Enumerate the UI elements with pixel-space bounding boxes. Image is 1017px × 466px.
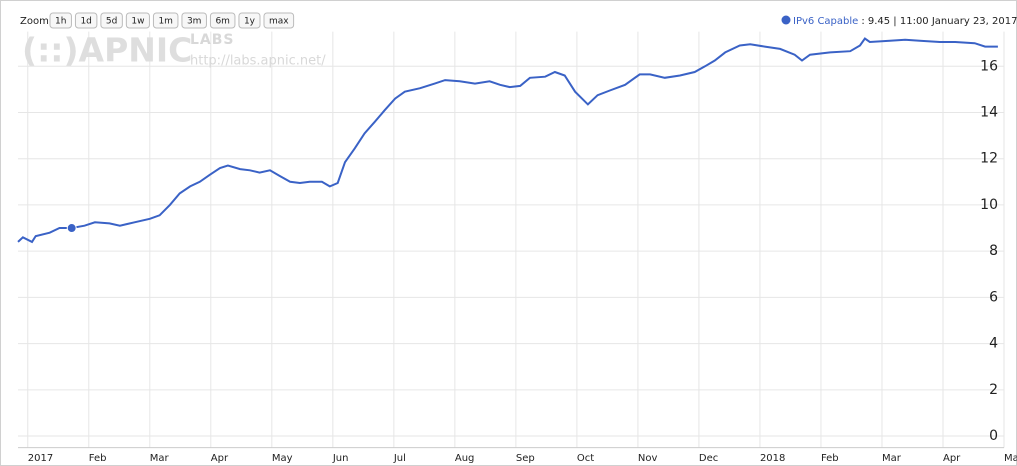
x-tick-label: Oct: [577, 453, 594, 464]
x-tick-label: 2017: [28, 453, 53, 464]
x-tick-label: Apr: [211, 453, 229, 464]
hover-point[interactable]: [66, 223, 77, 234]
legend: IPv6 Capable : 9.45 | 11:00 January 23, …: [781, 15, 1017, 27]
x-tick-label: Mar: [882, 453, 902, 464]
legend-marker: [781, 15, 791, 25]
zoom-button-label[interactable]: 5d: [106, 17, 117, 27]
y-tick-label: 6: [989, 289, 998, 305]
zoom-button-box[interactable]: [209, 12, 236, 29]
y-tick-label: 8: [989, 243, 998, 259]
y-tick-label: 10: [980, 197, 998, 213]
zoom-button-box[interactable]: [152, 12, 179, 29]
zoom-button-label[interactable]: 1w: [131, 17, 144, 27]
zoom-button-label[interactable]: 6m: [215, 17, 230, 27]
zoom-button[interactable]: 1m: [152, 12, 179, 29]
y-tick-label: 14: [980, 104, 998, 120]
x-tick-label: May: [272, 453, 293, 464]
x-tick-label: Ma: [1004, 453, 1017, 464]
zoom-button-box[interactable]: [181, 12, 207, 29]
x-tick-label: Nov: [638, 453, 658, 464]
watermark-labs: LABS: [190, 32, 235, 48]
y-tick-label: 2: [989, 382, 998, 398]
zoom-button[interactable]: max: [263, 12, 295, 29]
zoom-button-box[interactable]: [100, 12, 123, 29]
zoom-button-label[interactable]: 1y: [244, 17, 256, 27]
zoom-button-box[interactable]: [263, 12, 295, 29]
zoom-button[interactable]: 1h: [49, 12, 72, 29]
x-tick-label: Jun: [332, 453, 349, 464]
y-tick-label: 12: [980, 151, 998, 167]
zoom-button-box[interactable]: [238, 12, 261, 29]
zoom-label: Zoom:: [20, 16, 52, 27]
y-tick-label: 4: [989, 336, 998, 352]
zoom-button-label[interactable]: max: [269, 17, 289, 27]
toolbar: 1h 1d 5d 1w 1m 3m 6m 1y max: [49, 12, 295, 29]
data-line: [17, 37, 998, 244]
watermark-url: http://labs.apnic.net/: [190, 54, 326, 69]
x-tick-label: Aug: [455, 453, 475, 464]
x-tick-label: Sep: [516, 453, 535, 464]
x-tick-label: 2018: [760, 453, 785, 464]
tooltip-text: : 9.45 | 11:00 January 23, 2017: [861, 16, 1017, 27]
x-tick-label: Apr: [943, 453, 961, 464]
y-tick-label: 16: [980, 58, 998, 74]
grid: [18, 31, 1005, 448]
zoom-button-box[interactable]: [74, 12, 98, 29]
y-tick-label: 0: [989, 428, 998, 444]
zoom-button[interactable]: 1w: [125, 12, 150, 29]
watermark-logo: (::)APNIC: [22, 31, 192, 70]
zoom-button-label[interactable]: 1h: [55, 17, 66, 27]
zoom-button-box[interactable]: [125, 12, 150, 29]
x-tick-label: Feb: [821, 453, 839, 464]
zoom-button[interactable]: 1y: [238, 12, 261, 29]
x-tick-label: Jul: [393, 453, 406, 464]
zoom-button[interactable]: 3m: [181, 12, 207, 29]
zoom-button-label[interactable]: 3m: [187, 17, 202, 27]
x-tick-label: Mar: [150, 453, 170, 464]
zoom-button[interactable]: 1d: [74, 12, 98, 29]
legend-label[interactable]: IPv6 Capable: [793, 16, 858, 27]
zoom-button-box[interactable]: [49, 12, 72, 29]
zoom-button-label[interactable]: 1d: [80, 17, 91, 27]
zoom-button[interactable]: 6m: [209, 12, 236, 29]
watermark: (::)APNIC LABS http://labs.apnic.net/: [22, 31, 326, 70]
x-tick-label: Dec: [699, 453, 718, 464]
zoom-button[interactable]: 5d: [100, 12, 123, 29]
x-tick-label: Feb: [89, 453, 107, 464]
zoom-button-label[interactable]: 1m: [158, 17, 173, 27]
